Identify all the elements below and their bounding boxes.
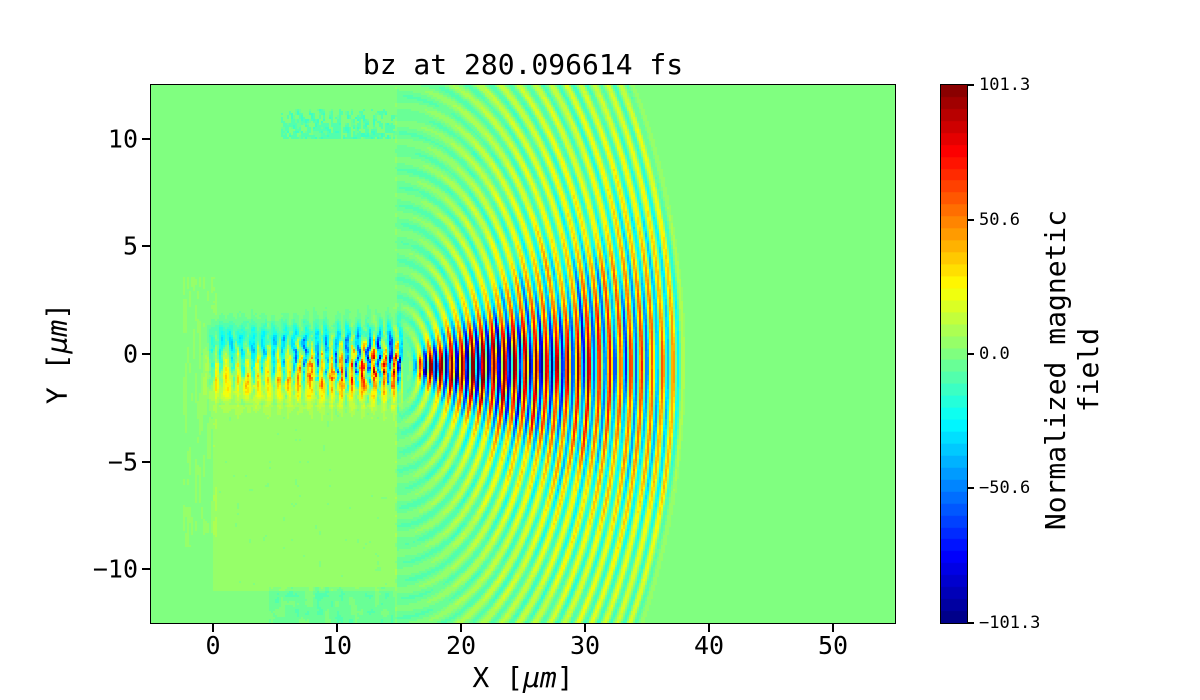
colorbar-tick (968, 487, 974, 490)
y-axis-label: Y [μm] (41, 254, 74, 454)
x-axis-tick (584, 624, 586, 632)
y-axis-tick (142, 353, 150, 355)
x-axis-tick (336, 624, 338, 632)
colorbar-tick-label: −50.6 (979, 478, 1031, 499)
y-axis-tick (142, 460, 150, 463)
x-label-pre: X [ (472, 661, 523, 694)
colorbar-tick (968, 622, 974, 624)
y-axis-tick (142, 137, 150, 140)
plot-title: bz at 280.096614 fs (362, 48, 684, 81)
y-axis-tick (142, 568, 150, 571)
y-tick-label: 10 (107, 124, 138, 154)
colorbar-tick-label: −101.3 (979, 613, 1041, 633)
colorbar (940, 84, 968, 624)
colorbar-canvas (941, 85, 967, 623)
y-tick-label: 5 (122, 231, 138, 261)
colorbar-tick (968, 84, 974, 86)
colorbar-tick (968, 353, 974, 355)
colorbar-tick-label: 50.6 (979, 209, 1020, 230)
colorbar-tick (968, 218, 974, 221)
x-label-unit: μm (523, 661, 557, 694)
y-tick-label: 0 (122, 339, 138, 369)
x-axis-tick (460, 624, 462, 632)
y-tick-label: −5 (107, 447, 138, 477)
x-tick-label: 50 (817, 631, 849, 660)
heatmap-plot-area (150, 84, 896, 624)
x-tick-label: 20 (445, 631, 477, 660)
x-tick-label: 0 (205, 631, 221, 660)
colorbar-tick-label: 0.0 (979, 344, 1010, 364)
heatmap-canvas (151, 85, 895, 623)
y-axis-tick (142, 245, 150, 248)
x-axis-label: X [μm] (151, 661, 895, 694)
y-label-pre: Y [ (40, 353, 74, 405)
colorbar-label: Normalized magnetic field (1039, 209, 1105, 531)
y-label-unit: μm (40, 319, 74, 354)
x-tick-label: 10 (321, 631, 353, 660)
y-tick-label: −10 (92, 554, 138, 584)
colorbar-tick-label: 101.3 (979, 75, 1031, 95)
x-axis-tick (832, 624, 834, 632)
y-label-post: ] (40, 302, 74, 320)
x-label-post: ] (556, 661, 574, 694)
x-axis-tick (708, 624, 710, 632)
x-tick-label: 30 (569, 631, 601, 660)
x-tick-label: 40 (693, 631, 725, 660)
x-axis-tick (212, 624, 214, 632)
